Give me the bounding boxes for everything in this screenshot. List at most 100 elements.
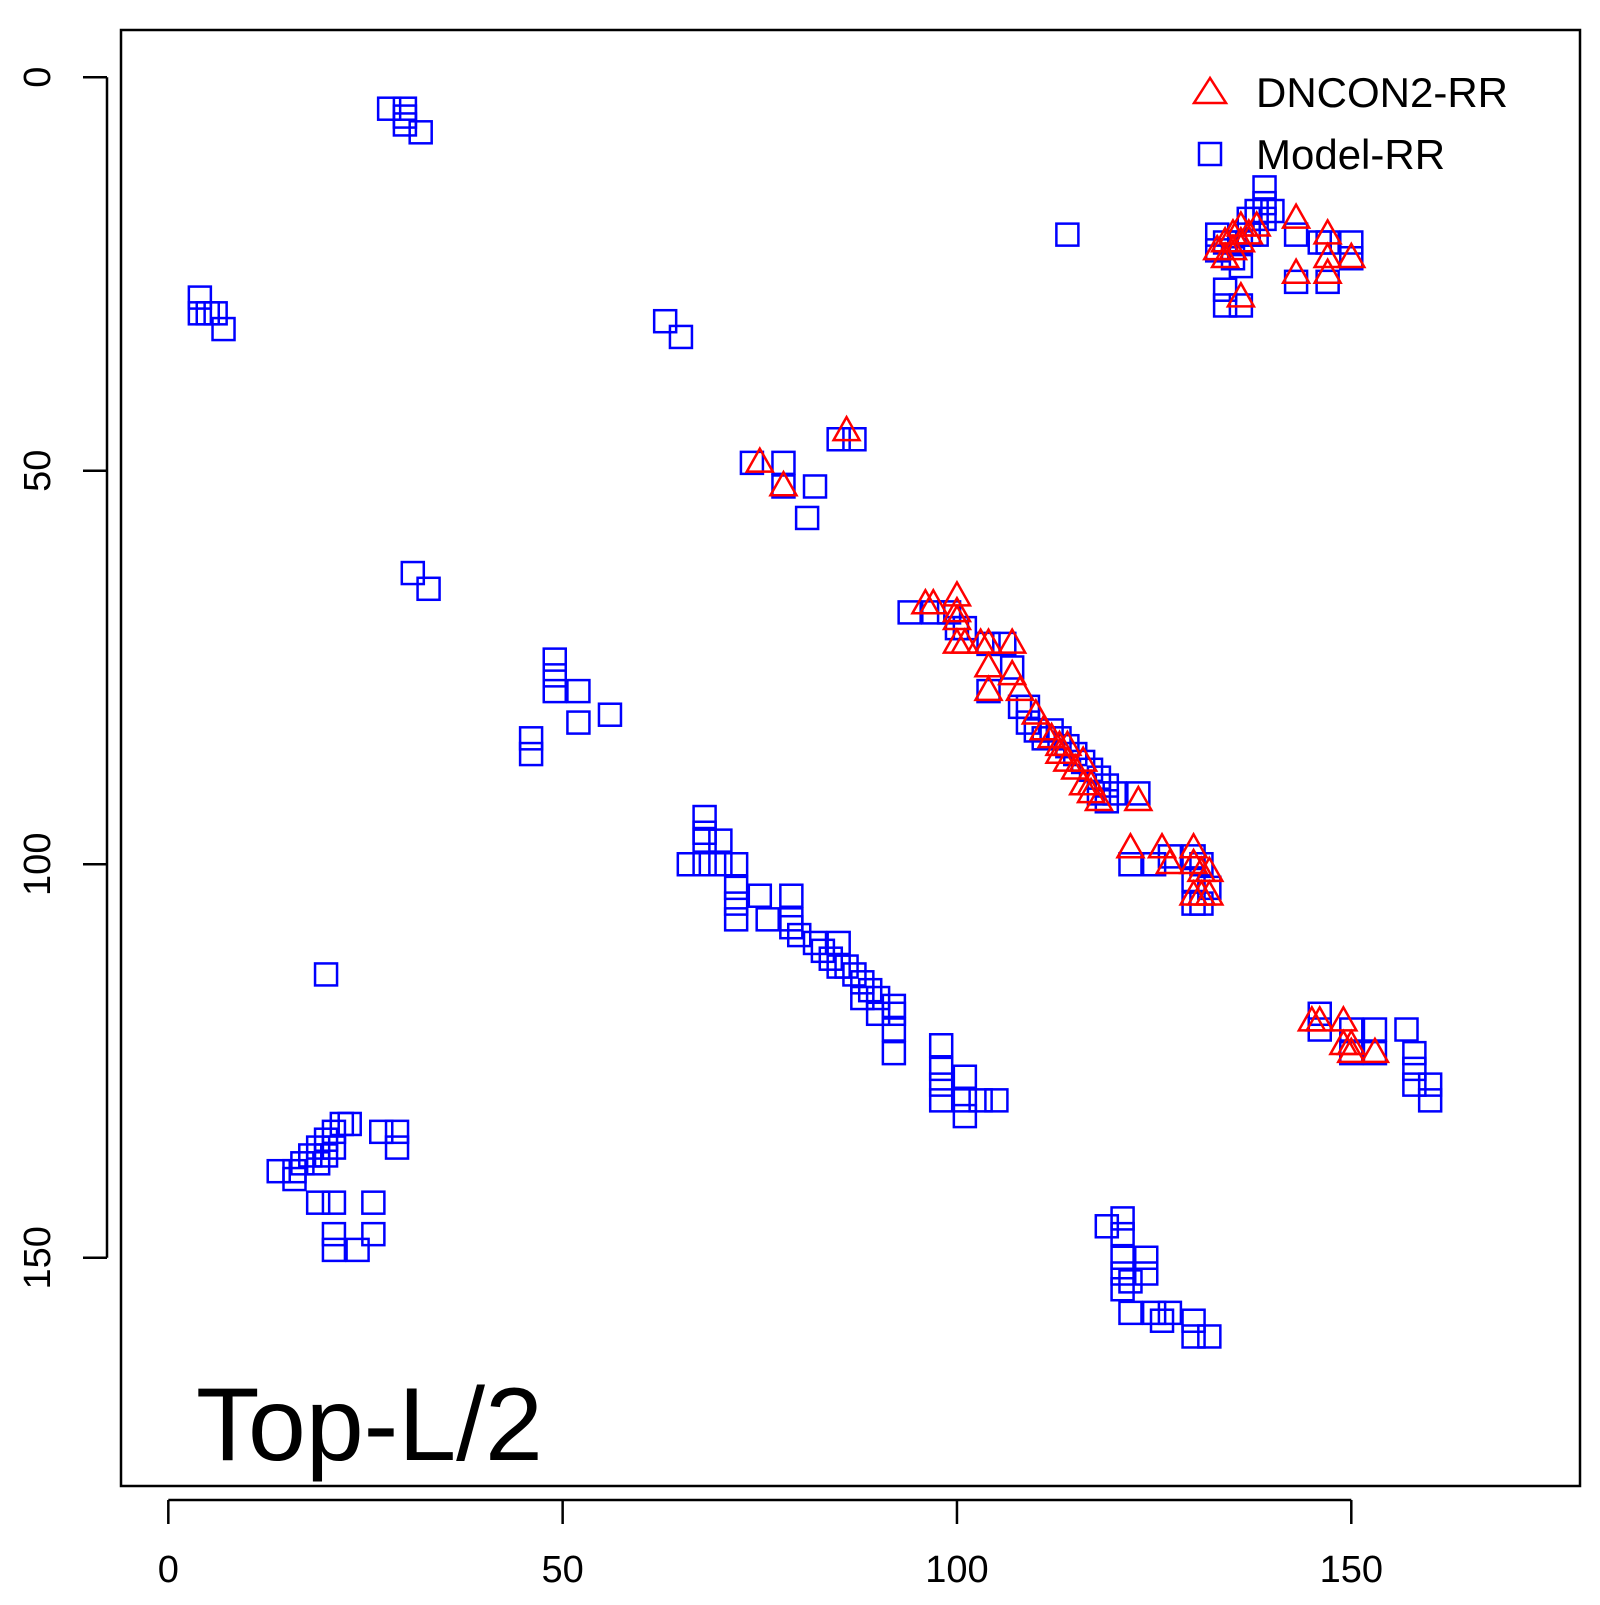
dncon2-rr-point xyxy=(1359,1036,1391,1064)
model-rr-point xyxy=(1126,781,1151,806)
model-rr-point xyxy=(518,741,544,767)
dncon2-rr-point xyxy=(997,627,1028,654)
model-rr-point xyxy=(1110,1206,1135,1231)
model-rr-point xyxy=(976,678,1001,704)
dncon2-rr-point xyxy=(1217,233,1249,261)
model-rr-point xyxy=(321,1221,347,1247)
model-rr-point xyxy=(282,1158,307,1184)
dncon2-rr-point xyxy=(941,595,973,623)
model-rr-point xyxy=(321,1135,347,1160)
dncon2-rr-point xyxy=(1123,784,1154,812)
model-rr-point xyxy=(802,474,828,499)
model-rr-point xyxy=(203,301,228,326)
model-rr-point xyxy=(850,985,875,1011)
dncon2-rr-point xyxy=(1115,831,1146,859)
model-rr-point xyxy=(566,678,591,704)
dncon2-rr-point xyxy=(1154,847,1186,875)
dncon2-rr-point xyxy=(1336,1036,1367,1064)
model-rr-point xyxy=(723,851,749,877)
model-rr-point xyxy=(1133,1261,1159,1286)
model-rr-point xyxy=(392,96,418,121)
model-rr-point xyxy=(881,993,907,1019)
model-rr-point xyxy=(1110,1276,1135,1302)
model-rr-point xyxy=(361,1221,386,1247)
model-rr-point xyxy=(392,104,418,129)
panel-annotation: Top-L/2 xyxy=(196,1367,543,1483)
dncon2-rr-point xyxy=(1336,1028,1367,1056)
model-rr-point xyxy=(1244,198,1269,224)
model-rr-point xyxy=(1417,1072,1443,1097)
series-layer xyxy=(187,96,1443,1349)
model-rr-point xyxy=(708,851,733,877)
model-rr-point xyxy=(566,710,591,735)
model-rr-point xyxy=(1252,175,1277,200)
dncon2-rr-point xyxy=(744,446,775,473)
dncon2-rr-point xyxy=(973,650,1004,678)
model-rr-point xyxy=(1055,222,1080,247)
dncon2-rr-point xyxy=(1336,241,1367,269)
model-rr-point xyxy=(1110,1221,1135,1247)
model-rr-point xyxy=(329,1111,355,1137)
dncon2-rr-point xyxy=(1178,831,1209,859)
dncon2-rr-point xyxy=(1060,753,1091,780)
model-rr-point xyxy=(266,1158,291,1184)
model-rr-point xyxy=(1141,1300,1167,1326)
x-tick-label: 100 xyxy=(925,1549,988,1591)
model-rr-point xyxy=(818,946,844,971)
model-rr-point xyxy=(345,1237,370,1263)
model-rr-point xyxy=(1394,1017,1419,1042)
model-rr-point xyxy=(1141,851,1167,877)
model-rr-point xyxy=(305,1190,331,1215)
dncon2-rr-point xyxy=(831,414,862,442)
model-rr-point xyxy=(881,1001,907,1027)
model-rr-point xyxy=(321,1237,347,1263)
model-rr-point xyxy=(400,560,426,586)
model-rr-point xyxy=(779,883,804,908)
legend-entry-label: DNCON2-RR xyxy=(1256,69,1508,116)
model-rr-point xyxy=(794,505,820,531)
model-rr-point xyxy=(708,828,733,853)
model-rr-point xyxy=(376,96,402,121)
legend-entry-label: Model-RR xyxy=(1256,131,1445,178)
dncon2-rr-point xyxy=(1280,202,1312,229)
y-tick-label: 150 xyxy=(17,1226,59,1289)
model-rr-point xyxy=(747,883,773,908)
x-axis: 0 50 100 150 xyxy=(158,1498,1383,1591)
dncon2-rr-point xyxy=(1075,768,1107,796)
model-rr-point xyxy=(211,316,236,342)
dncon2-rr-point xyxy=(1020,697,1051,725)
model-rr-point xyxy=(928,1033,954,1058)
y-tick-label: 0 xyxy=(17,67,59,88)
model-rr-point xyxy=(305,1135,331,1160)
model-rr-point xyxy=(834,954,859,979)
model-rr-point xyxy=(1260,198,1285,224)
model-rr-point xyxy=(928,1056,954,1082)
model-rr-point xyxy=(999,655,1025,680)
model-rr-point xyxy=(361,1190,386,1215)
dncon2-rr-point xyxy=(1233,217,1264,245)
model-rr-point xyxy=(384,1135,410,1160)
model-rr-point xyxy=(992,631,1017,657)
model-rr-point xyxy=(408,120,433,145)
dncon2-rr-point xyxy=(1280,257,1312,284)
dncon2-rr-point xyxy=(949,627,980,654)
model-rr-point xyxy=(1149,1308,1175,1333)
dncon2-rr-point xyxy=(1241,209,1272,237)
x-tick-label: 150 xyxy=(1320,1549,1383,1591)
model-rr-point xyxy=(928,1072,954,1097)
model-rr-point xyxy=(542,663,568,688)
model-rr-point xyxy=(187,285,213,310)
model-rr-point xyxy=(542,678,568,704)
model-rr-point xyxy=(392,112,418,137)
model-rr-point xyxy=(865,985,891,1011)
x-tick-label: 50 xyxy=(542,1549,584,1591)
series-model-rr xyxy=(187,96,1443,1349)
model-rr-point xyxy=(928,1088,954,1113)
y-tick-label: 100 xyxy=(17,833,59,896)
dncon2-rr-point xyxy=(997,658,1028,686)
model-rr-point xyxy=(1283,222,1309,247)
dncon2-rr-point xyxy=(1304,1004,1335,1032)
model-rr-point xyxy=(1181,1308,1206,1333)
model-rr-point xyxy=(1118,1300,1143,1326)
legend-triangle-icon xyxy=(1191,75,1229,105)
